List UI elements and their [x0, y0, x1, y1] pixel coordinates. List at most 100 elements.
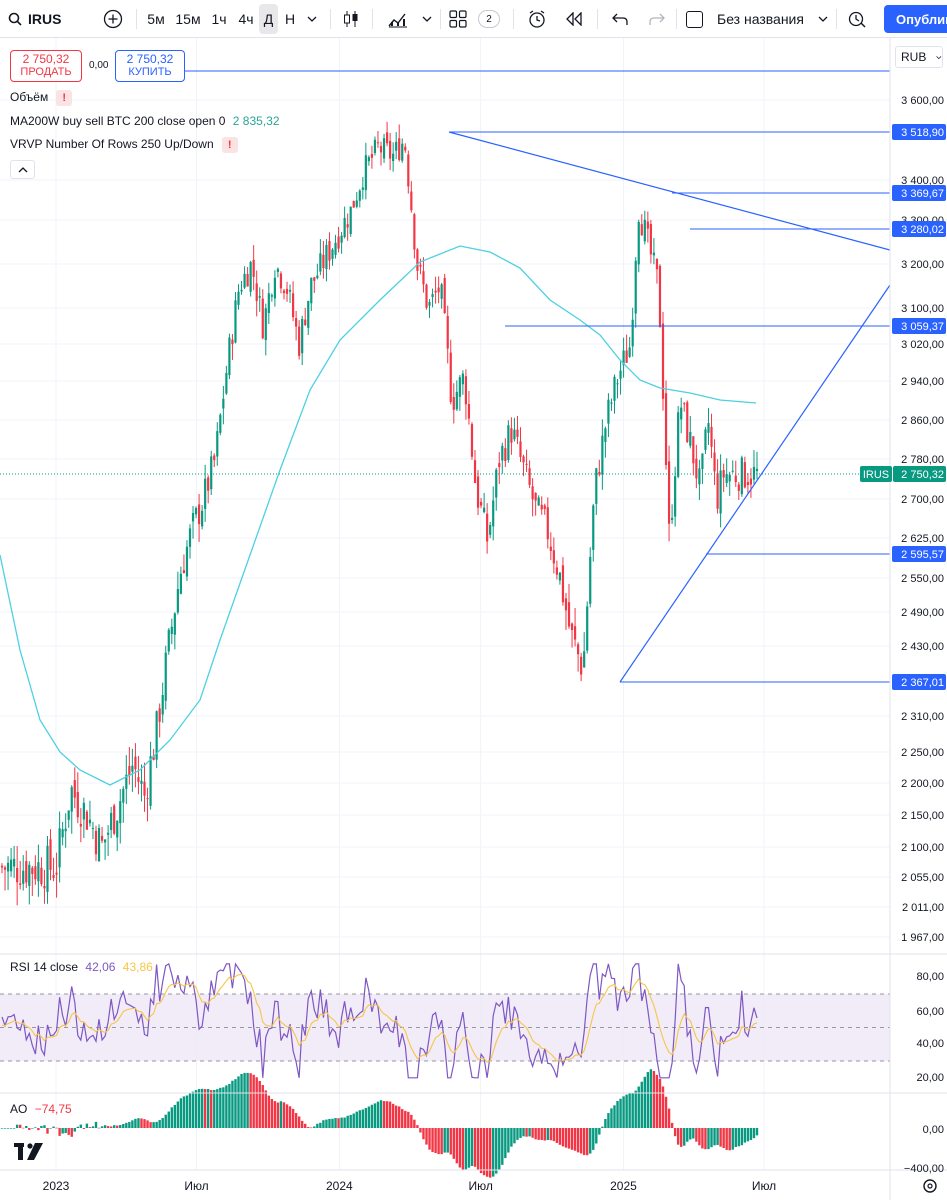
candle-body — [182, 570, 186, 574]
candle-body — [194, 507, 198, 515]
ao-bar — [743, 1128, 747, 1143]
chart-type-button[interactable] — [337, 4, 365, 34]
symbol-name: IRUS — [28, 11, 62, 27]
legend-ao[interactable]: AO −74,75 — [10, 1102, 72, 1116]
ao-bar — [300, 1120, 304, 1128]
legend-rsi[interactable]: RSI 14 close 42,06 43,86 — [10, 960, 153, 974]
price-tick-label: 2 250,00 — [901, 747, 944, 759]
time-axis: 2023 Июл 2024 Июл 2025 Июл — [43, 1179, 777, 1193]
candle-body — [70, 787, 73, 812]
candle-body — [352, 200, 355, 208]
interval-dropdown[interactable] — [302, 4, 322, 34]
ao-bar — [664, 1096, 668, 1128]
ao-bar — [534, 1128, 537, 1140]
price-tick-label: 3 020,00 — [901, 339, 944, 351]
ao-bar — [467, 1128, 471, 1168]
legend-vrvp[interactable]: VRVP Number Of Rows 250 Up/Down! — [10, 137, 238, 153]
layout-name-button[interactable]: Без названия — [682, 4, 832, 34]
legend-ma[interactable]: MA200W buy sell BTC 200 close open 0 2 8… — [10, 114, 280, 128]
price-tick-label: 2 550,00 — [901, 573, 944, 585]
ao-bar — [582, 1128, 586, 1156]
interval-15m[interactable]: 15м — [175, 11, 201, 27]
interval-week[interactable]: Н — [284, 11, 296, 27]
price-tick-label: 2 780,00 — [901, 454, 944, 466]
candle-body — [340, 235, 343, 243]
warning-icon[interactable]: ! — [221, 137, 238, 153]
legend-collapse-button[interactable] — [10, 160, 35, 179]
candle-body — [570, 623, 574, 630]
warning-icon[interactable]: ! — [56, 90, 73, 106]
ao-bar — [573, 1128, 577, 1151]
time-axis-label: 2025 — [610, 1179, 637, 1193]
ao-bar — [331, 1118, 334, 1128]
ao-bar — [91, 1126, 95, 1128]
candle-body — [331, 249, 334, 259]
ao-bar — [225, 1085, 228, 1128]
candle-body — [561, 565, 565, 603]
ao-bar — [185, 1095, 189, 1128]
candle-body — [492, 500, 495, 527]
ao-bar — [613, 1105, 616, 1128]
redo-button[interactable] — [643, 4, 671, 34]
candle-body — [370, 154, 374, 158]
currency-select[interactable]: RUB — [895, 46, 943, 68]
candle-body — [525, 463, 528, 465]
candle-body — [107, 832, 110, 835]
ao-bar — [407, 1111, 410, 1128]
candle-body — [604, 428, 607, 442]
symbol-search[interactable]: IRUS — [8, 4, 61, 34]
interval-5m[interactable]: 5м — [147, 11, 165, 27]
ao-bar — [82, 1128, 86, 1129]
ao-bar — [528, 1128, 531, 1137]
publish-button[interactable]: Опублин — [884, 5, 947, 33]
candle-body — [392, 153, 395, 162]
ao-bar — [40, 1125, 43, 1128]
candle-body — [373, 139, 377, 154]
ao-bar — [322, 1120, 325, 1128]
candle-body — [592, 505, 595, 550]
candle-body — [531, 486, 534, 500]
ao-bar — [740, 1128, 744, 1146]
interval-1h[interactable]: 1ч — [211, 11, 227, 27]
candle-body — [100, 835, 104, 841]
indicators-button[interactable] — [383, 4, 413, 34]
candle-body — [146, 798, 149, 800]
snapshot-button[interactable] — [843, 4, 871, 34]
ao-bar — [595, 1128, 598, 1144]
layout-count[interactable]: 2 — [476, 4, 502, 34]
ao-bar — [34, 1127, 37, 1128]
ao-bar — [479, 1128, 483, 1174]
interval-day[interactable]: Д — [259, 4, 278, 34]
candle-body — [655, 258, 659, 270]
alert-button[interactable] — [523, 4, 551, 34]
indicators-dropdown[interactable] — [418, 4, 436, 34]
sell-button[interactable]: 2 750,32 ПРОДАТЬ — [10, 50, 82, 82]
ao-bar — [109, 1126, 113, 1128]
ao-bar — [713, 1128, 716, 1146]
candle-body — [179, 573, 182, 594]
interval-4h[interactable]: 4ч — [238, 11, 254, 27]
rsi-ma-value: 43,86 — [122, 960, 153, 974]
ao-bar — [504, 1128, 507, 1159]
price-tick-label: 3 100,00 — [901, 303, 944, 315]
price-tick-label: 2 011,00 — [902, 902, 944, 914]
ao-bar — [122, 1124, 125, 1128]
buy-button[interactable]: 2 750,32 КУПИТЬ — [115, 50, 185, 82]
add-symbol-button[interactable] — [98, 4, 128, 34]
time-axis-label: 2023 — [43, 1179, 70, 1193]
candle-body — [225, 372, 228, 394]
replay-button[interactable] — [560, 4, 588, 34]
candle-body — [61, 829, 64, 838]
candle-body — [273, 277, 276, 299]
layout-button[interactable] — [446, 4, 470, 34]
legend-volume[interactable]: Объём! — [10, 90, 73, 106]
ao-bar — [106, 1126, 110, 1128]
ao-bar — [385, 1101, 389, 1128]
ao-bar — [625, 1094, 628, 1128]
ao-bar — [422, 1128, 425, 1140]
candle-body — [0, 865, 4, 868]
undo-button[interactable] — [606, 4, 634, 34]
price-tick-label: 3 400,00 — [901, 175, 944, 187]
candle-body — [49, 839, 52, 870]
